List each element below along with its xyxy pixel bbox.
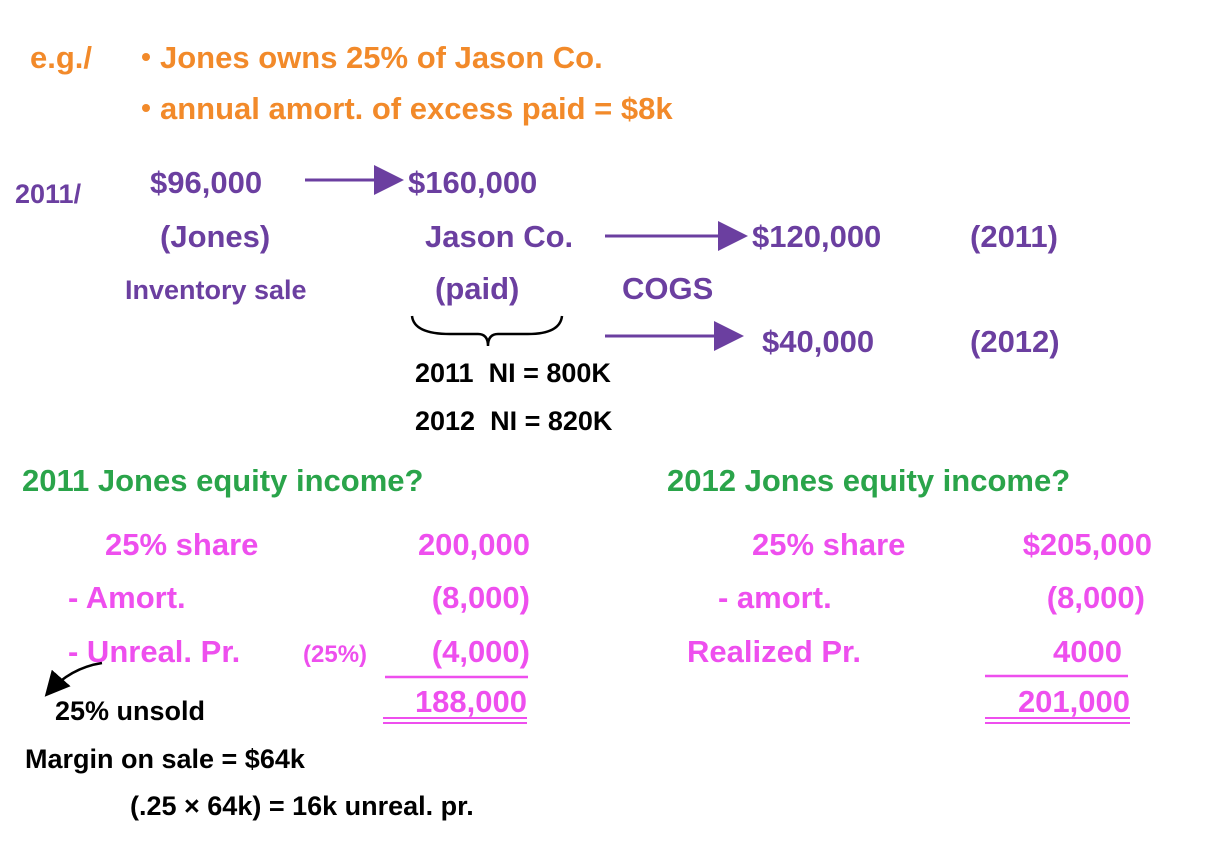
cogs-2011: $120,000 [752,219,881,254]
bullet-text: Jones owns 25% of Jason Co. [160,40,603,75]
cogs-2012: $40,000 [762,324,874,359]
realized: 4000 [1053,634,1122,669]
amort: (8,000) [432,580,530,615]
margin: (.25 × 64k) = 16k unreal. pr. [130,791,474,821]
margin: Margin on sale = $64k [25,744,306,774]
seller: (Jones) [160,219,270,254]
bullet [142,104,150,112]
net-income: 2011 NI = 800K [415,358,611,388]
amort-label: - amort. [718,580,832,615]
amort-label: - Amort. [68,580,186,615]
arrow [44,661,103,697]
year: 2011/ [15,179,82,209]
right-title: 2012 Jones equity income? [667,463,1070,498]
net-income: 2012 NI = 820K [415,406,613,436]
bullet-text: annual amort. of excess paid = $8k [160,91,673,126]
paid: (paid) [435,271,519,306]
share: $205,000 [1023,527,1152,562]
example-label: e.g./ [30,40,92,75]
realized-label: Realized Pr. [687,634,861,669]
left-title: 2011 Jones equity income? [22,463,423,498]
note: 25% unsold [55,696,205,726]
bullet [142,53,150,61]
unreal-pct: (25%) [303,641,367,668]
cogs-2011-year: (2011) [970,219,1058,254]
cost: $96,000 [150,165,262,200]
sale: Inventory sale [125,275,307,305]
price: $160,000 [408,165,537,200]
share-label: 25% share [105,527,258,562]
buyer: Jason Co. [425,219,573,254]
amort: (8,000) [1047,580,1145,615]
total: 201,000 [1018,684,1130,719]
share-label: 25% share [752,527,905,562]
unreal: (4,000) [432,634,530,669]
cogs-2012-year: (2012) [970,324,1060,359]
brace [410,315,564,347]
cogs-label: COGS [622,271,713,306]
total: 188,000 [415,684,527,719]
share: 200,000 [418,527,530,562]
